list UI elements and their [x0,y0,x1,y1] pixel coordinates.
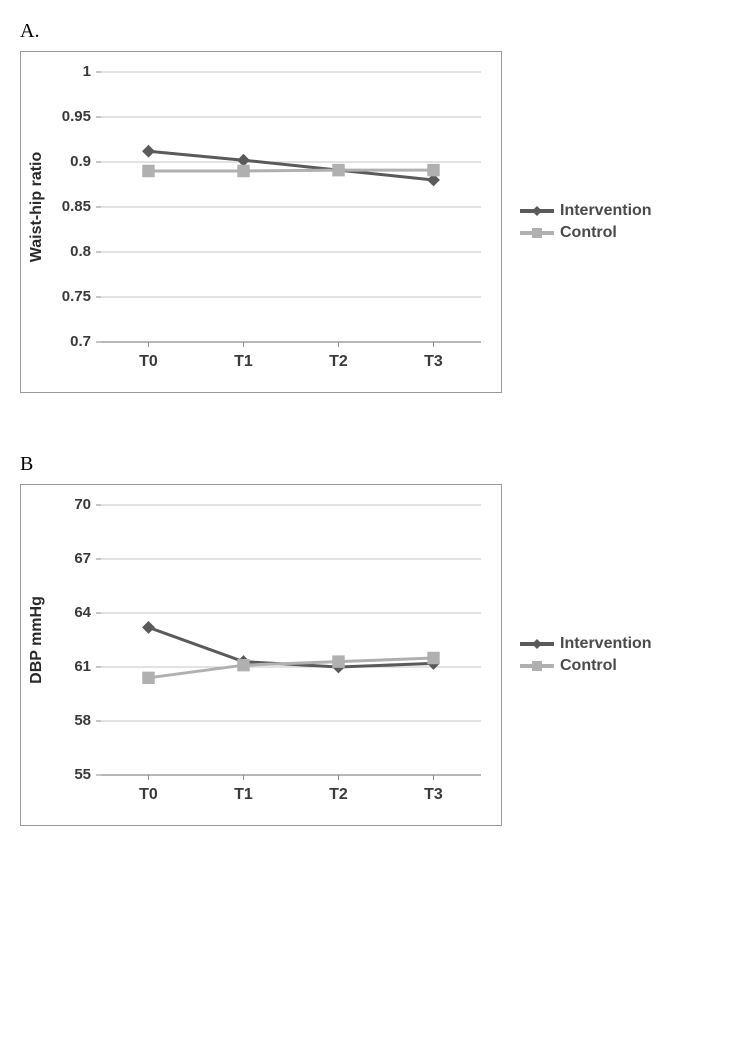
svg-text:61: 61 [74,658,91,675]
panel-a: A. 0.7 0.75 0.8 0.85 0.9 0.95 1 T0 T1 T2 T3 Waist-h… [20,20,736,393]
svg-text:64: 64 [74,604,91,621]
legend-label: Control [560,224,617,242]
svg-text:0.9: 0.9 [70,153,91,170]
svg-text:70: 70 [74,496,91,513]
legend-label: Intervention [560,202,652,220]
panel-a-legend: Intervention Control [520,198,652,246]
legend-item: Control [520,657,652,675]
svg-text:0.8: 0.8 [70,243,91,260]
panel-a-row: 0.7 0.75 0.8 0.85 0.9 0.95 1 T0 T1 T2 T3 Waist-hip … [20,51,736,393]
panel-b-chart: 55 58 61 64 67 70 T0 T1 T2 T3 DBP mmHg [20,484,502,826]
panel-b: B 55 58 61 64 67 70 T0 T1 T2 T3 DBP mmHg Intervent… [20,453,736,826]
panel-a-label: A. [20,20,736,43]
svg-text:T2: T2 [329,353,348,370]
legend-item: Intervention [520,202,652,220]
svg-text:T1: T1 [234,786,253,803]
svg-text:T3: T3 [424,786,443,803]
svg-text:1: 1 [83,63,91,80]
svg-text:Waist-hip ratio: Waist-hip ratio [28,152,45,263]
svg-text:0.95: 0.95 [62,108,91,125]
svg-text:55: 55 [74,766,91,783]
svg-text:T3: T3 [424,353,443,370]
legend-item: Control [520,224,652,242]
svg-text:T0: T0 [139,786,158,803]
legend-label: Intervention [560,635,652,653]
svg-text:67: 67 [74,550,91,567]
svg-text:0.85: 0.85 [62,198,91,215]
svg-text:T2: T2 [329,786,348,803]
svg-text:T0: T0 [139,353,158,370]
panel-b-legend: Intervention Control [520,631,652,679]
svg-text:0.7: 0.7 [70,333,91,350]
svg-text:0.75: 0.75 [62,288,91,305]
svg-text:T1: T1 [234,353,253,370]
panel-b-label: B [20,453,736,476]
panel-a-chart: 0.7 0.75 0.8 0.85 0.9 0.95 1 T0 T1 T2 T3 Waist-hip … [20,51,502,393]
svg-text:DBP mmHg: DBP mmHg [28,596,45,684]
legend-label: Control [560,657,617,675]
panel-b-row: 55 58 61 64 67 70 T0 T1 T2 T3 DBP mmHg Interventio… [20,484,736,826]
figure-wrapper: A. 0.7 0.75 0.8 0.85 0.9 0.95 1 T0 T1 T2 T3 Waist-h… [20,20,736,826]
legend-item: Intervention [520,635,652,653]
svg-text:58: 58 [74,712,91,729]
